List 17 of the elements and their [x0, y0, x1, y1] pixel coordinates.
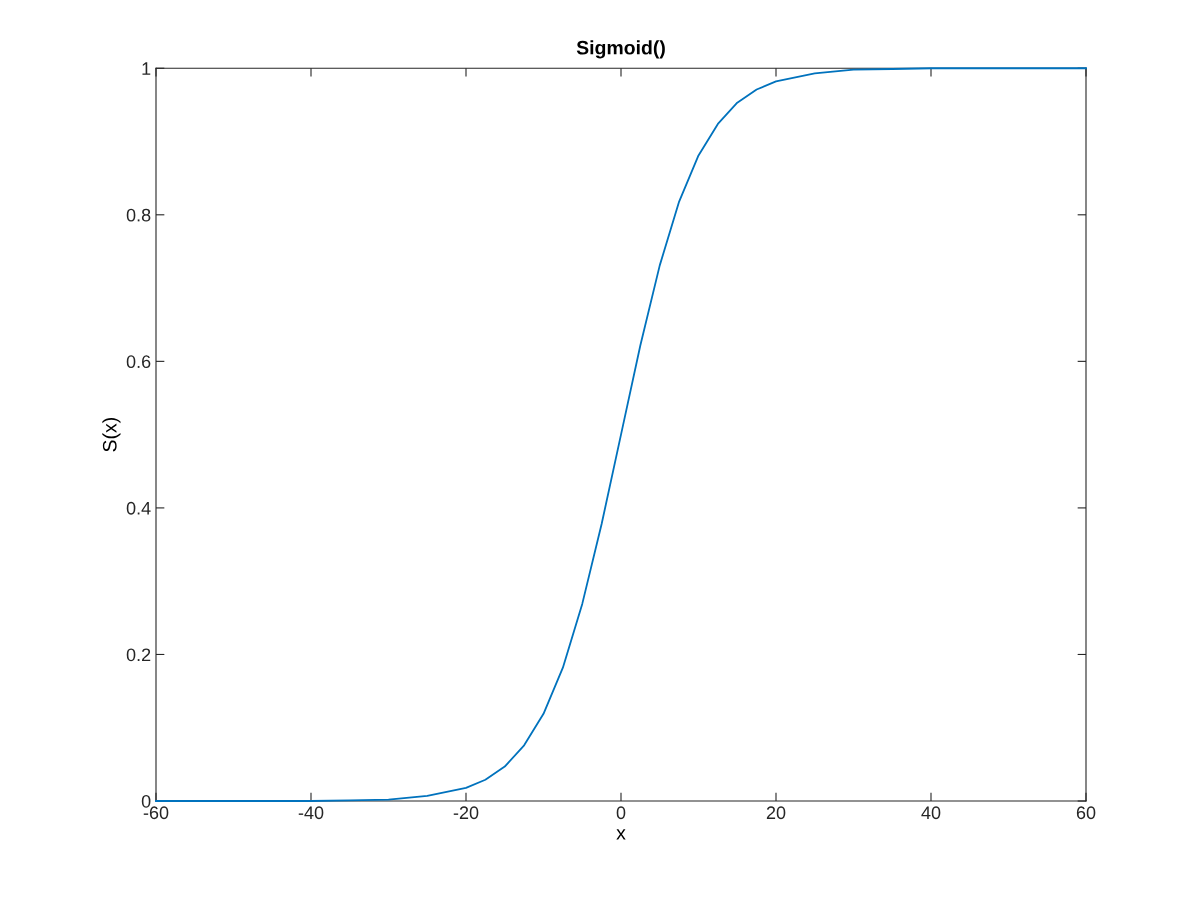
y-tick-label: 0.6: [126, 355, 151, 369]
x-tick-label: -20: [453, 806, 479, 820]
line-series: [155, 67, 1087, 802]
x-tick-label: 0: [616, 806, 626, 820]
x-tick-label: 60: [1076, 806, 1096, 820]
y-axis-title: S(x): [102, 418, 121, 452]
chart-title: Sigmoid(): [576, 40, 665, 59]
x-axis-title: x: [616, 829, 626, 840]
x-tick-label: -40: [298, 806, 324, 820]
x-tick-label: -60: [143, 806, 169, 820]
y-tick-label: 0.2: [126, 648, 151, 662]
y-tick-label: 0: [141, 794, 151, 808]
x-tick-label: 40: [921, 806, 941, 820]
y-tick-label: 0.8: [126, 208, 151, 222]
x-tick-label: 20: [766, 806, 786, 820]
y-tick-label: 0.4: [126, 501, 151, 515]
y-tick-label: 1: [142, 62, 151, 75]
